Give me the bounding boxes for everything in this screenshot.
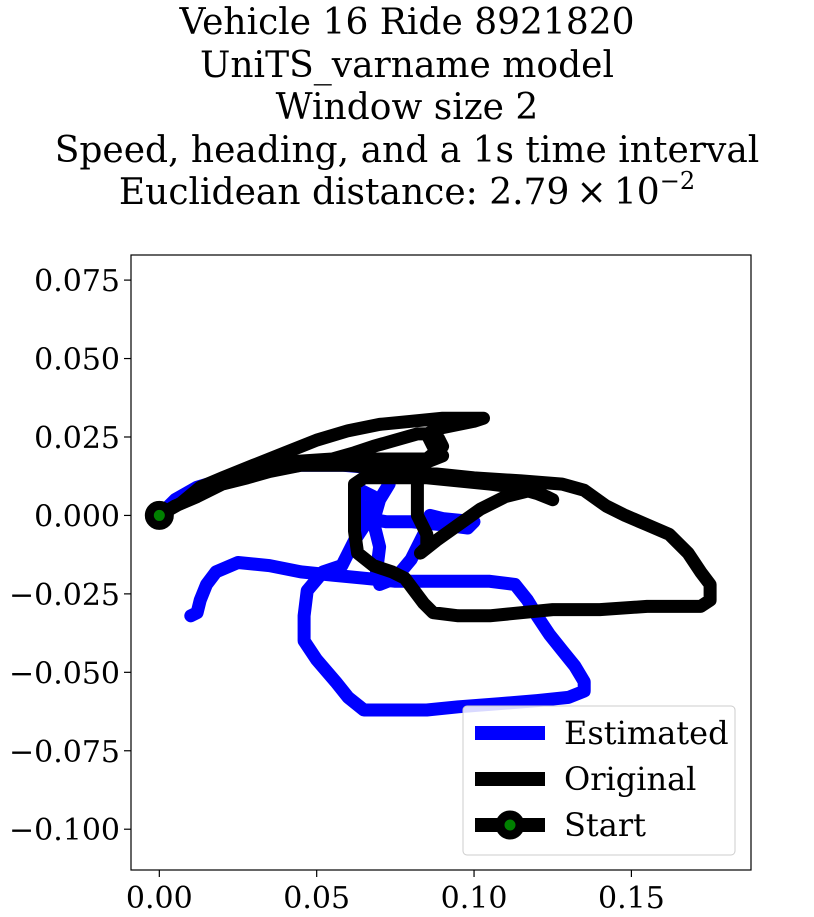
y-tick-label: −0.050 <box>9 656 120 691</box>
x-tick-label: 0.00 <box>126 881 193 916</box>
legend-estimated-label: Estimated <box>564 714 729 752</box>
y-tick-label: −0.100 <box>9 813 120 848</box>
title-line-1: Vehicle 16 Ride 8921820 <box>179 2 635 43</box>
chart-title: Vehicle 16 Ride 8921820 UniTS_varname mo… <box>0 2 814 215</box>
y-tick-label: −0.025 <box>9 578 120 613</box>
original-path <box>152 411 717 623</box>
estimated-path <box>152 458 591 717</box>
title-line-3: Window size 2 <box>275 87 539 128</box>
plot-frame <box>130 254 752 871</box>
plot-data-layer <box>144 411 717 717</box>
legend-original-label: Original <box>564 760 696 798</box>
y-tick-label: 0.000 <box>34 499 120 534</box>
x-tick-label: 0.05 <box>283 881 350 916</box>
y-tick-label: 0.050 <box>34 343 120 378</box>
legend-start-label: Start <box>564 806 646 844</box>
title-line-5: Euclidean distance: 2.79 × 10−2 <box>0 169 814 215</box>
x-tick-label: 0.10 <box>441 881 508 916</box>
start-marker <box>144 500 174 530</box>
y-tick-label: 0.025 <box>34 421 120 456</box>
y-tick-label: −0.075 <box>9 735 120 770</box>
legend: Estimated Original Start <box>462 705 736 856</box>
title-line-4: Speed, heading, and a 1s time interval <box>54 129 760 171</box>
title-line-2: UniTS_varname model <box>200 44 614 86</box>
x-tick-label: 0.15 <box>598 881 665 916</box>
legend-start-marker <box>495 810 525 840</box>
y-tick-label: 0.075 <box>34 264 120 299</box>
axis-ticks: 0.00 0.05 0.10 0.15 0.075 0.050 0.025 0.000 −0.0… <box>9 264 665 916</box>
distance-text: Euclidean distance: 2.79 × 10 <box>118 172 660 213</box>
legend-box <box>462 705 736 856</box>
distance-exponent: −2 <box>659 167 696 195</box>
